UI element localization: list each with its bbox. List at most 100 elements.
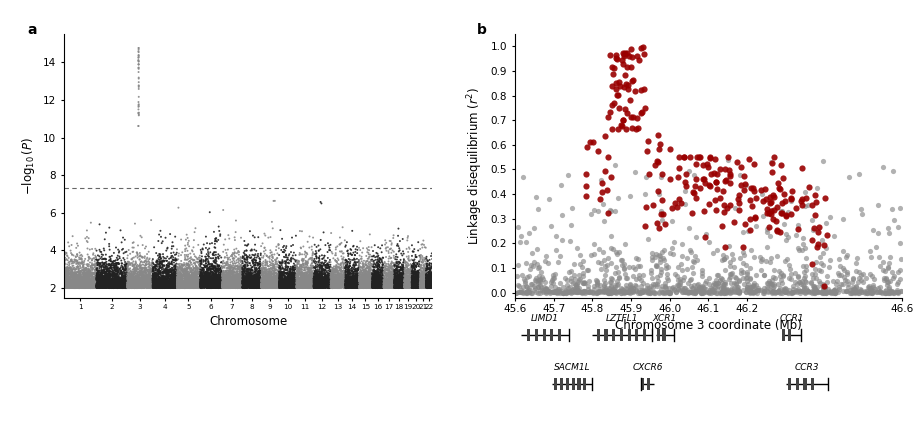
Point [178,276,193,283]
Point [381,278,396,285]
Point [312,282,327,289]
Point [417,282,432,289]
Point [305,275,320,281]
Point [308,284,323,291]
Point [60,283,74,290]
Point [273,281,288,288]
Point [323,280,338,287]
Point [153,282,168,289]
Point [173,264,187,270]
Point [168,274,183,280]
Point [400,284,414,291]
Point [223,282,238,289]
Point [220,277,234,283]
Point [310,274,324,280]
Point [311,282,325,289]
Point [81,282,96,289]
Point [221,281,236,288]
Point [404,274,419,280]
Point [298,278,312,284]
Point [161,280,176,287]
Point [108,279,123,286]
Point [132,278,147,284]
Point [262,254,277,261]
Point [88,282,103,289]
Point [257,278,272,285]
Point [165,279,180,286]
Point [187,283,201,290]
Point [130,270,145,277]
Point [159,283,174,289]
Point [263,283,278,290]
Point [260,284,275,291]
Point [207,281,221,288]
Point [293,280,308,287]
Point [151,277,165,284]
Point [764,280,778,287]
Point [365,282,380,289]
Point [255,278,270,285]
Point [379,254,393,261]
Point [247,277,262,283]
Point [301,273,315,280]
Point [300,264,314,271]
Point [274,283,289,289]
Point [264,281,278,288]
Point [362,260,377,267]
Point [320,284,335,291]
Point [233,272,248,279]
Point [319,275,334,281]
Point [743,203,758,210]
Point [409,281,424,288]
Point [131,84,146,91]
Point [649,283,664,289]
Point [297,276,312,283]
Bar [583,378,585,390]
Point [74,277,89,283]
Point [199,269,213,275]
Point [87,280,102,287]
Point [117,269,131,276]
Point [411,283,425,290]
Point [184,280,199,286]
Point [370,267,385,274]
Point [85,277,99,284]
Point [82,279,96,286]
Point [60,279,74,286]
Point [153,276,167,283]
Point [346,281,361,288]
Point [70,258,85,264]
Point [382,284,397,291]
Point [108,262,123,269]
Point [267,280,282,287]
Point [102,281,117,288]
Point [369,278,383,284]
Point [361,277,376,283]
Point [287,280,301,286]
Point [115,284,130,291]
Point [74,255,88,262]
Point [130,266,144,272]
Point [327,283,342,289]
Point [231,247,245,254]
Point [197,273,211,280]
Point [368,282,382,289]
Point [267,284,282,291]
Point [220,270,234,277]
Point [423,278,437,285]
Point [342,279,357,286]
Point [263,265,278,272]
Point [272,277,287,284]
Point [237,282,252,289]
Point [405,280,420,287]
Point [295,273,310,280]
Point [346,280,360,287]
Point [307,279,322,286]
Point [140,261,154,268]
Point [165,283,179,290]
Point [331,279,346,286]
Point [599,289,614,296]
Point [93,269,108,276]
Point [325,283,340,289]
Point [368,276,382,283]
